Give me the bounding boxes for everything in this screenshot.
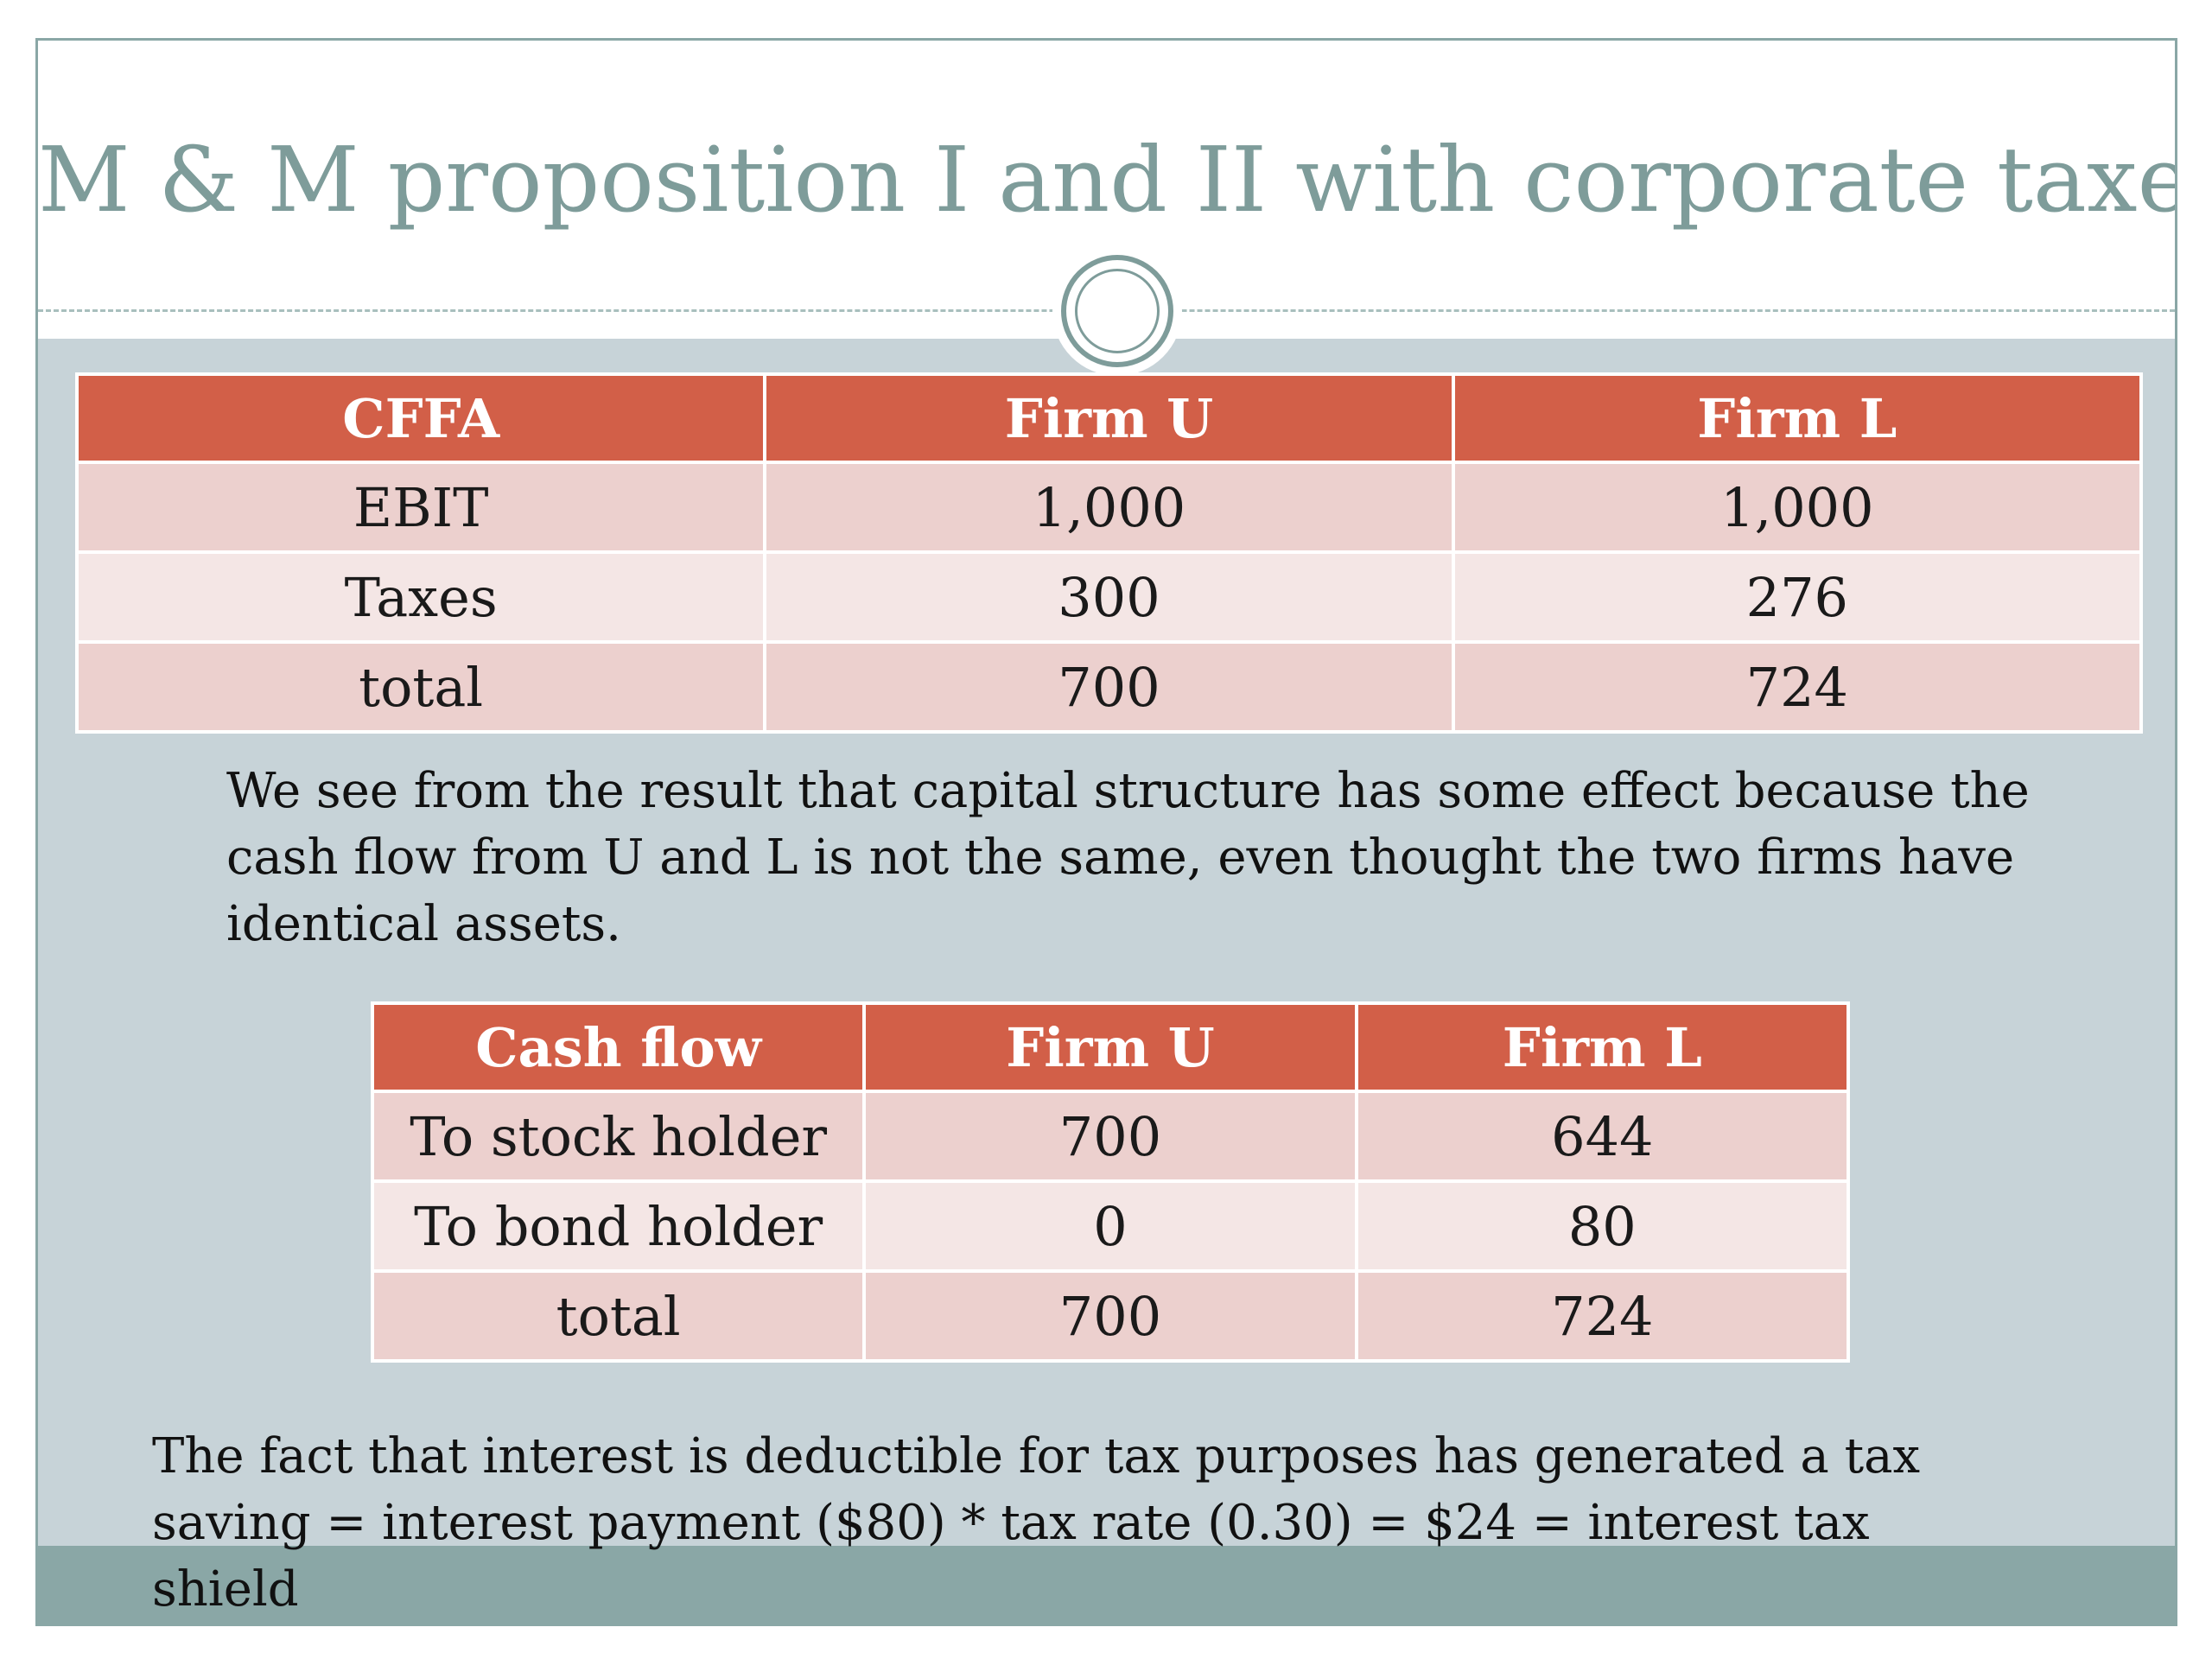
table-header-row: CFFA Firm U Firm L xyxy=(74,372,2144,464)
firm-l-value: 724 xyxy=(1451,640,2144,734)
column-header-firm-l: Firm L xyxy=(1451,372,2144,464)
column-header-cffa: CFFA xyxy=(74,372,767,464)
row-label: To bond holder xyxy=(370,1179,867,1273)
table-row: EBIT 1,000 1,000 xyxy=(74,461,2144,554)
table-row: Taxes 300 276 xyxy=(74,550,2144,644)
column-header-firm-u: Firm U xyxy=(763,372,1455,464)
firm-l-value: 724 xyxy=(1354,1269,1851,1363)
column-header-firm-l: Firm L xyxy=(1354,1001,1851,1093)
firm-u-value: 700 xyxy=(862,1269,1358,1363)
firm-u-value: 0 xyxy=(862,1179,1358,1273)
table-row: total 700 724 xyxy=(370,1269,1851,1363)
column-header-firm-u: Firm U xyxy=(862,1001,1358,1093)
firm-u-value: 1,000 xyxy=(763,461,1455,554)
row-label: total xyxy=(370,1269,867,1363)
row-label: total xyxy=(74,640,767,734)
firm-u-value: 300 xyxy=(763,550,1455,644)
firm-l-value: 80 xyxy=(1354,1179,1851,1273)
firm-u-value: 700 xyxy=(862,1090,1358,1183)
table-row: To bond holder 0 80 xyxy=(370,1179,1851,1273)
observation-text: We see from the result that capital stru… xyxy=(226,763,2030,952)
footer-band xyxy=(38,1546,2175,1624)
firm-l-value: 1,000 xyxy=(1451,461,2144,554)
row-label: Taxes xyxy=(74,550,767,644)
tax-shield-note: The fact that interest is deductible for… xyxy=(152,1428,1921,1618)
column-header-cash-flow: Cash flow xyxy=(370,1001,867,1093)
firm-u-value: 700 xyxy=(763,640,1455,734)
slide: M & M proposition I and II with corporat… xyxy=(35,38,2177,1626)
firm-l-value: 276 xyxy=(1451,550,2144,644)
table-row: To stock holder 700 644 xyxy=(370,1090,1851,1183)
circle-ornament-icon xyxy=(1061,255,1173,367)
cffa-table: CFFA Firm U Firm L EBIT 1,000 1,000 Taxe… xyxy=(74,372,2144,734)
slide-title: M & M proposition I and II with corporat… xyxy=(38,127,2177,232)
row-label: EBIT xyxy=(74,461,767,554)
firm-l-value: 644 xyxy=(1354,1090,1851,1183)
cash-flow-table: Cash flow Firm U Firm L To stock holder … xyxy=(370,1001,1851,1363)
table-header-row: Cash flow Firm U Firm L xyxy=(370,1001,1851,1093)
table-row: total 700 724 xyxy=(74,640,2144,734)
row-label: To stock holder xyxy=(370,1090,867,1183)
